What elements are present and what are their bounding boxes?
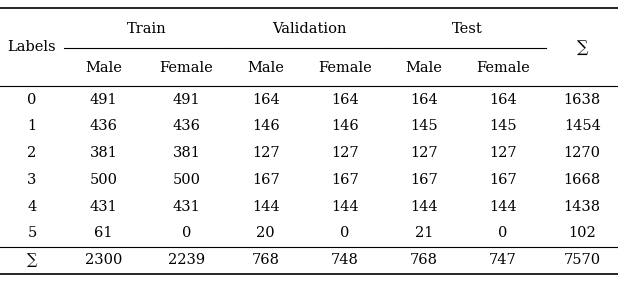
- Text: 1668: 1668: [564, 173, 601, 187]
- Text: 164: 164: [410, 92, 438, 107]
- Text: 164: 164: [331, 92, 358, 107]
- Text: 4: 4: [27, 200, 36, 214]
- Text: 1638: 1638: [564, 92, 601, 107]
- Text: 144: 144: [489, 200, 517, 214]
- Text: 20: 20: [256, 226, 275, 240]
- Text: Male: Male: [405, 61, 442, 75]
- Text: Male: Male: [85, 61, 122, 75]
- Text: 164: 164: [252, 92, 279, 107]
- Text: 768: 768: [410, 253, 438, 267]
- Text: 127: 127: [489, 146, 517, 160]
- Text: 2: 2: [27, 146, 36, 160]
- Text: 167: 167: [252, 173, 279, 187]
- Text: 167: 167: [489, 173, 517, 187]
- Text: 2300: 2300: [85, 253, 122, 267]
- Text: Female: Female: [318, 61, 371, 75]
- Text: 146: 146: [331, 119, 358, 133]
- Text: 127: 127: [252, 146, 279, 160]
- Text: 21: 21: [415, 226, 433, 240]
- Text: Labels: Labels: [7, 40, 56, 54]
- Text: 167: 167: [331, 173, 358, 187]
- Text: 491: 491: [90, 92, 117, 107]
- Text: 144: 144: [252, 200, 279, 214]
- Text: 500: 500: [172, 173, 200, 187]
- Text: 61: 61: [95, 226, 113, 240]
- Text: 3: 3: [27, 173, 36, 187]
- Text: 491: 491: [172, 92, 200, 107]
- Text: 431: 431: [172, 200, 200, 214]
- Text: 144: 144: [331, 200, 358, 214]
- Text: Validation: Validation: [272, 23, 346, 36]
- Text: 768: 768: [252, 253, 280, 267]
- Text: 748: 748: [331, 253, 358, 267]
- Text: 2239: 2239: [168, 253, 205, 267]
- Text: 431: 431: [90, 200, 117, 214]
- Text: 436: 436: [172, 119, 200, 133]
- Text: 747: 747: [489, 253, 517, 267]
- Text: 102: 102: [569, 226, 596, 240]
- Text: Train: Train: [127, 23, 167, 36]
- Text: 436: 436: [90, 119, 117, 133]
- Text: 0: 0: [27, 92, 36, 107]
- Text: 145: 145: [410, 119, 438, 133]
- Text: 0: 0: [498, 226, 508, 240]
- Text: 1270: 1270: [564, 146, 601, 160]
- Text: 500: 500: [90, 173, 117, 187]
- Text: 144: 144: [410, 200, 438, 214]
- Text: 0: 0: [340, 226, 350, 240]
- Text: 127: 127: [331, 146, 358, 160]
- Text: 164: 164: [489, 92, 517, 107]
- Text: 7570: 7570: [564, 253, 601, 267]
- Text: 1438: 1438: [564, 200, 601, 214]
- Text: Male: Male: [247, 61, 284, 75]
- Text: 127: 127: [410, 146, 438, 160]
- Text: 0: 0: [182, 226, 191, 240]
- Text: 145: 145: [489, 119, 517, 133]
- Text: Test: Test: [452, 23, 483, 36]
- Text: 146: 146: [252, 119, 279, 133]
- Text: 381: 381: [90, 146, 117, 160]
- Text: 381: 381: [172, 146, 200, 160]
- Text: Female: Female: [476, 61, 530, 75]
- Text: ∑: ∑: [577, 39, 588, 56]
- Text: ∑: ∑: [27, 253, 37, 267]
- Text: Female: Female: [159, 61, 213, 75]
- Text: 5: 5: [27, 226, 36, 240]
- Text: 1: 1: [27, 119, 36, 133]
- Text: 1454: 1454: [564, 119, 601, 133]
- Text: 167: 167: [410, 173, 438, 187]
